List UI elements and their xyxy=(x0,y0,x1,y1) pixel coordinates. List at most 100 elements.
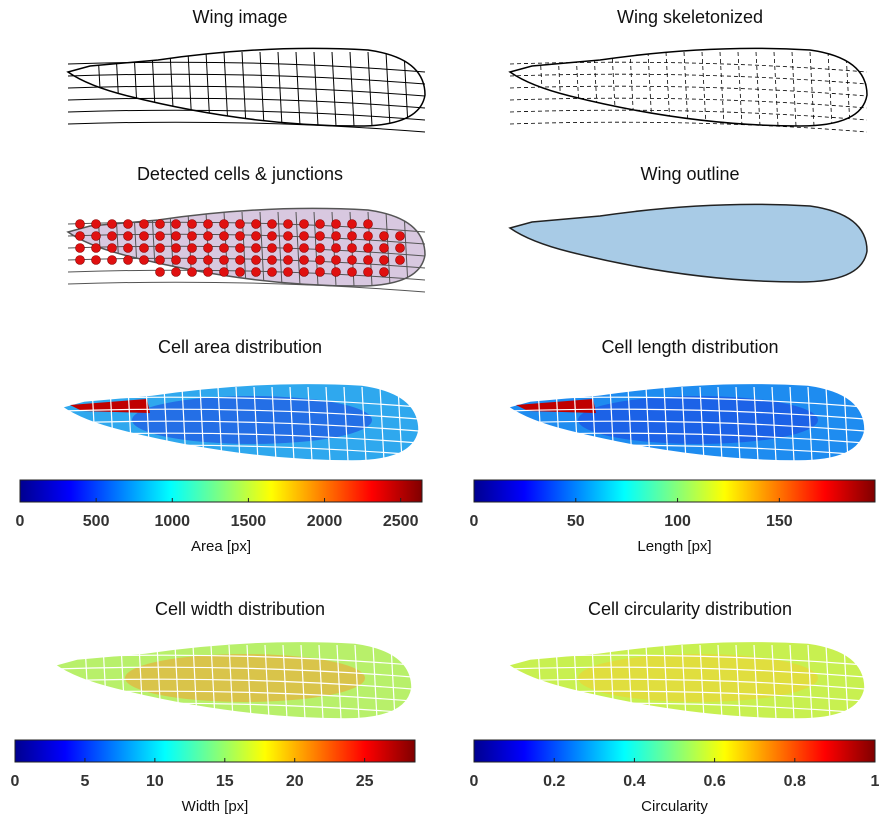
junction-dot xyxy=(92,232,101,241)
panel-title: Detected cells & junctions xyxy=(137,164,343,184)
junction-dot xyxy=(220,232,229,241)
junction-dot xyxy=(204,268,213,277)
junction-dot xyxy=(284,220,293,229)
junction-dot xyxy=(156,244,165,253)
tick-label: 0.4 xyxy=(623,773,645,790)
junction-dot xyxy=(348,268,357,277)
colorbar xyxy=(474,740,875,762)
junction-dot xyxy=(156,256,165,265)
junction-dot xyxy=(300,220,309,229)
wing-figure xyxy=(68,48,425,132)
junction-dot xyxy=(156,232,165,241)
junction-dot xyxy=(220,220,229,229)
junction-dot xyxy=(172,268,181,277)
junction-dot xyxy=(396,232,405,241)
junction-dot xyxy=(268,220,277,229)
junction-dot xyxy=(156,268,165,277)
junction-dot xyxy=(364,220,373,229)
junction-dot xyxy=(316,232,325,241)
junction-dot xyxy=(316,244,325,253)
junction-dot xyxy=(156,220,165,229)
junction-dot xyxy=(348,244,357,253)
junction-dot xyxy=(140,220,149,229)
colorbar xyxy=(15,740,415,762)
figure: Wing image Wing skeletonized Detected cell… xyxy=(0,0,879,814)
panel-title: Cell length distribution xyxy=(601,337,778,357)
junction-dot xyxy=(124,232,133,241)
junction-dot xyxy=(204,256,213,265)
junction-dot xyxy=(284,268,293,277)
junction-dot xyxy=(172,232,181,241)
junction-dot xyxy=(284,232,293,241)
tick-label: 0 xyxy=(11,773,20,790)
junction-dot xyxy=(76,244,85,253)
junction-dot xyxy=(252,244,261,253)
junction-dot xyxy=(92,256,101,265)
junction-dot xyxy=(284,244,293,253)
junction-dot xyxy=(236,232,245,241)
junction-dot xyxy=(92,220,101,229)
tick-label: 150 xyxy=(766,513,793,530)
tick-label: 0.2 xyxy=(543,773,565,790)
tick-label: 20 xyxy=(286,773,304,790)
wing-region xyxy=(578,396,818,444)
junction-dot xyxy=(172,220,181,229)
junction-dot xyxy=(316,256,325,265)
junction-dot xyxy=(380,232,389,241)
wing-figure xyxy=(508,641,865,725)
junction-dot xyxy=(396,256,405,265)
junction-dot xyxy=(364,232,373,241)
junction-dot xyxy=(380,268,389,277)
junction-dot xyxy=(252,256,261,265)
tick-label: 100 xyxy=(664,513,691,530)
colorbar xyxy=(20,480,422,502)
tick-label: 2000 xyxy=(307,513,343,530)
junction-dot xyxy=(204,220,213,229)
junction-dot xyxy=(188,244,197,253)
junction-dot xyxy=(76,256,85,265)
junction-dot xyxy=(108,256,117,265)
junction-dot xyxy=(204,232,213,241)
junction-dot xyxy=(172,244,181,253)
tick-label: 1500 xyxy=(231,513,267,530)
junction-dot xyxy=(380,256,389,265)
wing-region xyxy=(132,396,372,444)
junction-dot xyxy=(188,232,197,241)
junction-dot xyxy=(108,244,117,253)
wing-figure xyxy=(55,641,412,725)
colorbar-label: Length [px] xyxy=(637,538,711,555)
junction-dot xyxy=(348,256,357,265)
junction-dot xyxy=(316,268,325,277)
colorbar-label: Area [px] xyxy=(191,538,251,555)
junction-dot xyxy=(348,220,357,229)
junction-dot xyxy=(188,256,197,265)
junction-dot xyxy=(364,256,373,265)
tick-label: 25 xyxy=(356,773,374,790)
junction-dot xyxy=(300,256,309,265)
junction-dot xyxy=(108,220,117,229)
panel-title: Cell circularity distribution xyxy=(588,599,792,619)
junction-dot xyxy=(188,268,197,277)
junction-dot xyxy=(76,232,85,241)
tick-label: 500 xyxy=(83,513,110,530)
junction-dot xyxy=(364,268,373,277)
junction-dot xyxy=(252,232,261,241)
junction-dot xyxy=(76,220,85,229)
tick-label: 1000 xyxy=(154,513,190,530)
junction-dot xyxy=(268,256,277,265)
panel-title: Wing image xyxy=(192,7,287,27)
junction-dot xyxy=(140,244,149,253)
junction-dot xyxy=(332,232,341,241)
tick-label: 15 xyxy=(216,773,234,790)
wing-shape xyxy=(510,204,867,282)
panel-title: Wing skeletonized xyxy=(617,7,763,27)
junction-dot xyxy=(236,220,245,229)
junction-dot xyxy=(220,268,229,277)
junction-dot xyxy=(124,220,133,229)
junction-dot xyxy=(188,220,197,229)
junction-dot xyxy=(316,220,325,229)
junction-dot xyxy=(332,256,341,265)
tick-label: 1 xyxy=(871,773,879,790)
junction-dot xyxy=(220,244,229,253)
tick-label: 0.8 xyxy=(784,773,806,790)
